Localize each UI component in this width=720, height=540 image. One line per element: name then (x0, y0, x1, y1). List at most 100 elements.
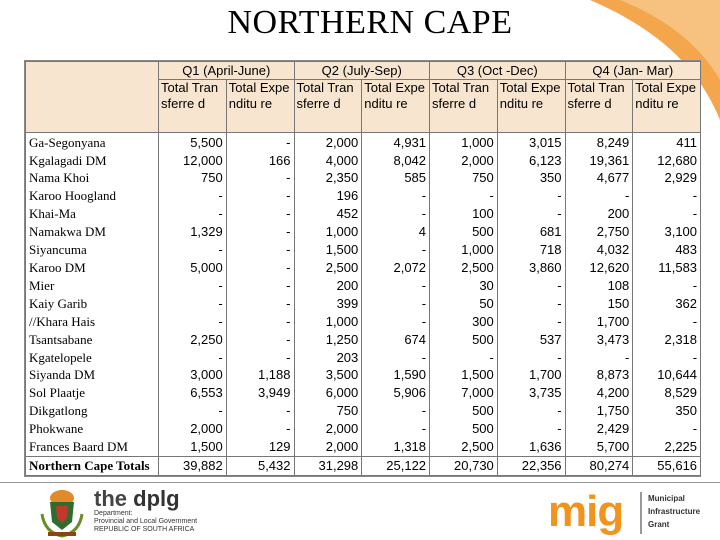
transferred-value: 4,200 (564, 383, 634, 402)
expenditure-value: 681 (496, 222, 566, 241)
expenditure-value: - (496, 348, 566, 366)
expenditure-value: 55,616 (632, 455, 702, 477)
expenditure-value: - (225, 204, 295, 223)
transferred-value: 80,274 (564, 455, 634, 477)
expenditure-value: - (225, 401, 295, 420)
expenditure-value: - (225, 294, 295, 313)
transferred-value: 3,000 (158, 365, 227, 384)
expenditure-value: - (632, 276, 702, 295)
expenditure-value: 5,906 (361, 383, 431, 402)
mig-line-municipal: Municipal (648, 494, 685, 503)
expenditure-value: 8,529 (632, 383, 702, 402)
expenditure-value: - (361, 348, 431, 366)
table-row: Siyancuma - -1,500-1,000 718 4,032 483 (25, 240, 702, 259)
transferred-value: 3,500 (293, 365, 363, 384)
expenditure-value: 4 (361, 222, 431, 241)
expenditure-value: - (225, 240, 295, 259)
col-header-expenditure: Total Expenditu re (496, 79, 566, 133)
municipality-name: Sol Plaatje (25, 383, 159, 402)
municipality-name: //Khara Hais (25, 312, 159, 331)
table-row: Ga-Segonyana 5,500-2,000 4,931 1,000 3,015 8,… (25, 132, 702, 152)
transferred-value: 500 (429, 222, 498, 241)
transferred-value: - (564, 186, 634, 205)
quarter-header-row: Q1 (April-June) Q2 (July-Sep) Q3 (Oct -D… (25, 61, 702, 133)
municipality-name: Dikgatlong (25, 401, 159, 420)
transferred-value: 500 (429, 330, 498, 349)
transferred-value: 30 (429, 276, 498, 295)
table-row: Khai-Ma - -452-100-200- (25, 204, 702, 223)
corner-swoosh-decoration (590, 0, 720, 120)
transferred-value: 2,000 (293, 132, 363, 152)
expenditure-value: - (225, 312, 295, 331)
expenditure-value: 3,015 (496, 132, 566, 152)
transferred-value: 31,298 (293, 455, 363, 477)
expenditure-value: 718 (496, 240, 566, 259)
transferred-value: 5,000 (158, 258, 227, 277)
expenditure-value: 2,929 (632, 169, 702, 187)
expenditure-value: 483 (632, 240, 702, 259)
footer-divider (0, 482, 720, 483)
mig-separator (640, 492, 642, 534)
transferred-value: 300 (429, 312, 498, 331)
expenditure-value: 5,432 (225, 455, 295, 477)
transferred-value: 4,032 (564, 240, 634, 259)
expenditure-value: - (225, 222, 295, 241)
transferred-value: 50 (429, 294, 498, 313)
expenditure-value: 11,583 (632, 258, 702, 277)
dplg-the: the (94, 486, 127, 511)
transferred-value: 1,329 (158, 222, 227, 241)
expenditure-value: 25,122 (361, 455, 431, 477)
transfers-table-container: Q1 (April-June) Q2 (July-Sep) Q3 (Oct -D… (24, 60, 702, 477)
transferred-value: 1,500 (158, 437, 227, 457)
table-row: Karoo Hoogland - -196- - - - - (25, 186, 702, 205)
transferred-value: 108 (564, 276, 634, 295)
expenditure-value: - (496, 186, 566, 205)
transferred-value: - (158, 312, 227, 331)
transferred-value: 203 (293, 348, 363, 366)
transferred-value: - (429, 348, 498, 366)
municipality-name: Tsantsabane (25, 330, 159, 349)
transferred-value: 2,000 (158, 419, 227, 438)
transferred-value: 6,000 (293, 383, 363, 402)
transferred-value: - (429, 186, 498, 205)
coat-of-arms-logo (40, 490, 84, 538)
table-row: Nama Khoi 750-2,350 585 750 350 4,677 2,929 (25, 169, 702, 187)
table-row: //Khara Hais - -1,000-300-1,700- (25, 312, 702, 331)
municipality-name: Siyanda DM (25, 365, 159, 384)
dplg-dept-name: Provincial and Local Government (94, 518, 198, 525)
expenditure-value: 166 (225, 151, 295, 169)
dplg-dept-line: Department: (94, 510, 133, 517)
expenditure-value: - (496, 312, 566, 331)
transferred-value: 500 (429, 419, 498, 438)
transferred-value: 2,000 (429, 151, 498, 169)
transferred-value: 200 (564, 204, 634, 223)
expenditure-value: 4,931 (361, 132, 431, 152)
table-row: Mier - -200-30-108- (25, 276, 702, 295)
transferred-value: 2,429 (564, 419, 634, 438)
transferred-value: 20,730 (429, 455, 498, 477)
municipality-name: Namakwa DM (25, 222, 159, 241)
table-row: Frances Baard DM 1,500 129 2,000 1,318 2,500 1… (25, 437, 702, 457)
mig-logo: mig Municipal Infrastructure Grant (548, 488, 718, 538)
municipality-name: Mier (25, 276, 159, 295)
col-header-transferred: Total Transferre d (158, 79, 227, 133)
transferred-value: 2,000 (293, 419, 363, 438)
dplg-country: REPUBLIC OF SOUTH AFRICA (94, 526, 195, 533)
expenditure-value: 1,636 (496, 437, 566, 457)
expenditure-value: - (361, 204, 431, 223)
expenditure-value: - (496, 294, 566, 313)
transferred-value: 5,500 (158, 132, 227, 152)
expenditure-value: 8,042 (361, 151, 431, 169)
expenditure-value: - (496, 401, 566, 420)
column-header-row: Total Transferre d Total Expenditu re To… (26, 79, 702, 133)
transferred-value: 196 (293, 186, 363, 205)
mig-wordmark: mig (548, 487, 624, 536)
transferred-value: 100 (429, 204, 498, 223)
table-body: Ga-Segonyana 5,500-2,000 4,931 1,000 3,015 8,… (25, 132, 702, 477)
transfers-table: Q1 (April-June) Q2 (July-Sep) Q3 (Oct -D… (25, 61, 702, 477)
transferred-value: 1,700 (564, 312, 634, 331)
table-row: Karoo DM 5,000-2,500 2,072 2,500 3,860 12,620… (25, 258, 702, 277)
transferred-value: - (158, 186, 227, 205)
transferred-value: 1,000 (293, 222, 363, 241)
transferred-value: - (158, 240, 227, 259)
